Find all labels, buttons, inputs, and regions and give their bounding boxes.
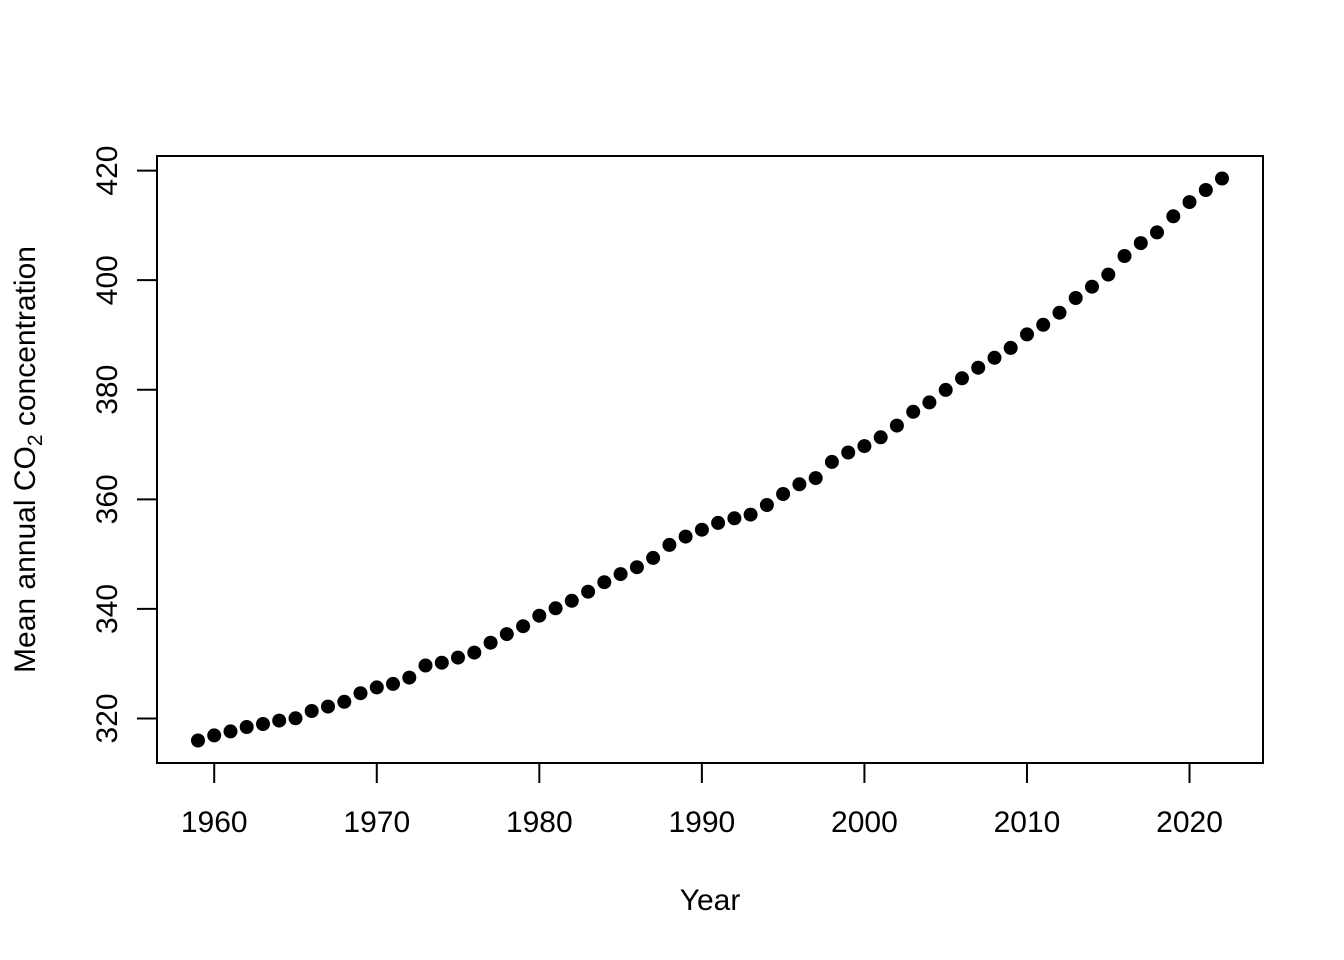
- data-point: [451, 650, 465, 665]
- data-point: [483, 635, 498, 650]
- y-tick-label: 380: [91, 365, 124, 415]
- x-tick-label: 2020: [1156, 806, 1223, 839]
- data-point: [191, 733, 205, 748]
- data-point: [532, 608, 547, 623]
- data-point: [304, 704, 319, 718]
- y-axis-title-subscript: 2: [24, 434, 47, 446]
- data-point: [1182, 195, 1197, 210]
- data-point: [792, 477, 807, 492]
- data-point: [743, 507, 758, 522]
- x-tick-label: 1970: [343, 806, 410, 839]
- data-point: [955, 371, 969, 386]
- x-tick-label: 2010: [994, 806, 1061, 839]
- data-point: [694, 522, 709, 537]
- data-point: [727, 511, 742, 526]
- data-point: [1166, 209, 1181, 224]
- data-point: [239, 720, 254, 734]
- y-axis-title-prefix: Mean annual CO: [9, 446, 42, 673]
- data-point: [906, 404, 921, 419]
- plot-border: [156, 155, 1264, 764]
- y-tick-label: 420: [91, 146, 124, 196]
- data-point: [288, 711, 303, 726]
- data-point: [402, 670, 417, 685]
- x-tick-label: 1960: [181, 806, 248, 839]
- x-tick-label: 1990: [668, 806, 735, 839]
- data-point: [824, 454, 839, 469]
- data-point: [646, 550, 661, 565]
- data-point: [808, 471, 823, 486]
- y-axis-title: Mean annual CO2 concentration: [9, 246, 47, 673]
- y-tick-label: 400: [91, 255, 124, 305]
- data-point: [516, 619, 531, 634]
- data-point: [499, 627, 514, 642]
- data-point: [987, 350, 1002, 365]
- data-points: [191, 171, 1229, 748]
- y-tick-label: 360: [91, 474, 124, 524]
- data-point: [662, 537, 677, 552]
- data-point: [1101, 267, 1116, 282]
- data-point: [207, 728, 222, 743]
- data-point: [938, 382, 953, 397]
- data-point: [1003, 340, 1018, 355]
- data-point: [1052, 305, 1067, 320]
- data-point: [841, 445, 856, 460]
- data-point: [564, 593, 579, 608]
- data-point: [597, 575, 612, 590]
- data-point: [971, 360, 986, 375]
- data-point: [613, 567, 628, 582]
- y-tick-label: 320: [91, 693, 124, 743]
- data-point: [922, 395, 937, 410]
- data-point: [1085, 279, 1099, 294]
- x-axis: 1960 1970 1980 1990 2000 2010 2020: [181, 763, 1223, 839]
- data-point: [873, 430, 888, 445]
- data-point: [1068, 291, 1083, 305]
- data-point: [418, 658, 433, 673]
- data-point: [223, 724, 238, 739]
- data-point: [272, 713, 287, 728]
- data-point: [353, 686, 368, 701]
- data-point: [1036, 317, 1051, 332]
- data-point: [776, 487, 791, 501]
- data-point: [1198, 183, 1213, 197]
- data-point: [629, 560, 644, 575]
- data-point: [321, 699, 335, 714]
- data-point: [581, 584, 596, 599]
- x-axis-title: Year: [680, 884, 741, 917]
- data-point: [548, 601, 563, 616]
- data-point: [1020, 327, 1034, 342]
- data-point: [337, 694, 352, 709]
- data-point: [256, 717, 270, 731]
- data-point: [759, 498, 774, 512]
- y-axis-title-suffix: concentration: [9, 246, 42, 434]
- data-point: [889, 418, 904, 433]
- data-point: [678, 529, 693, 544]
- data-point: [1117, 249, 1132, 263]
- data-point: [467, 645, 482, 660]
- data-point: [711, 515, 726, 530]
- data-point: [386, 676, 400, 691]
- data-point: [369, 680, 384, 695]
- data-point: [857, 439, 872, 454]
- y-tick-label: 340: [91, 584, 124, 634]
- y-axis: 320 340 360 380 400 420: [91, 146, 157, 744]
- data-point: [1215, 171, 1229, 186]
- x-tick-label: 1980: [506, 806, 573, 839]
- data-point: [434, 655, 449, 670]
- data-point: [1133, 236, 1148, 251]
- data-point: [1150, 225, 1164, 240]
- x-tick-label: 2000: [831, 806, 898, 839]
